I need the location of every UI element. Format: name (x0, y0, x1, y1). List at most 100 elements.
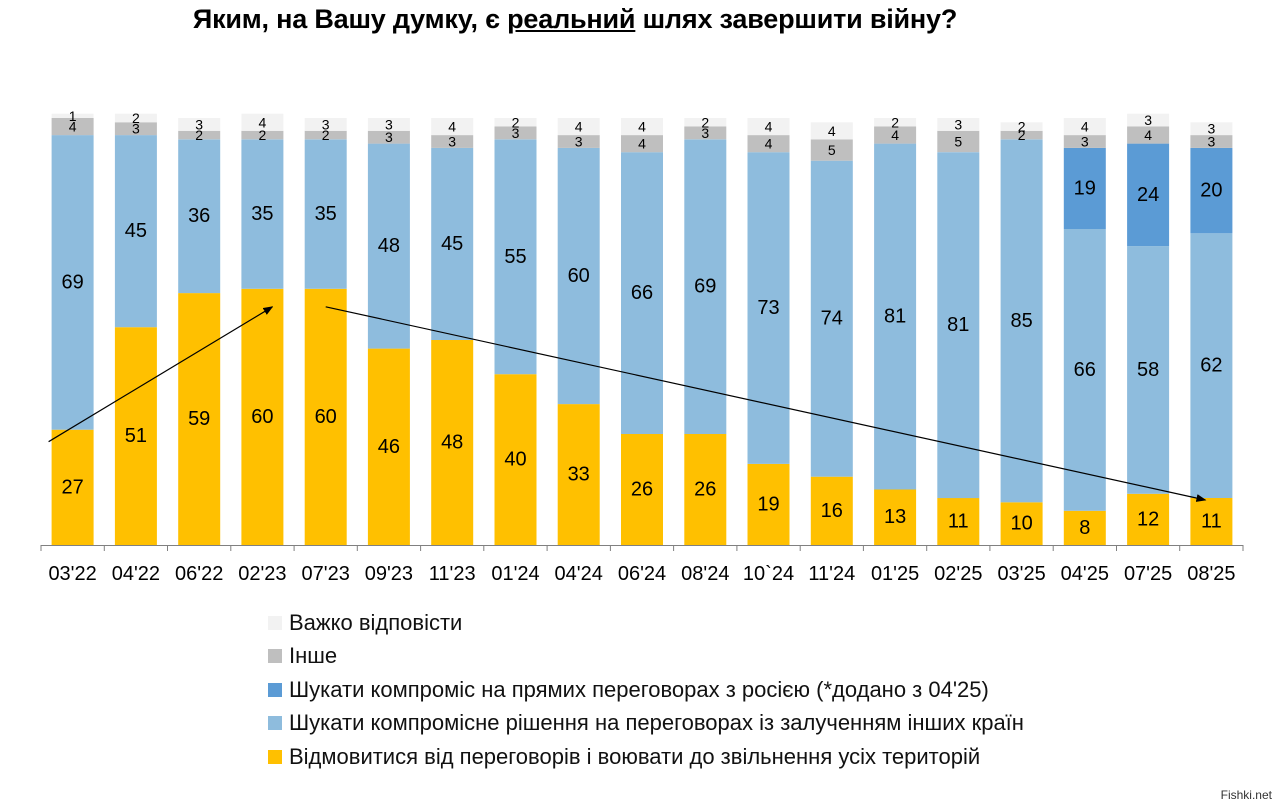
bar-other-9 (621, 135, 663, 153)
value-label-other-14: 5 (954, 134, 962, 150)
bar-compromise-17 (1127, 246, 1170, 494)
x-tick-label-18: 08'25 (1187, 563, 1235, 585)
bar-compromise-9 (621, 152, 663, 434)
bar-hard-8 (557, 118, 600, 136)
value-label-hard-7: 2 (512, 114, 520, 130)
legend-label-other: Інше (289, 643, 338, 669)
bar-compromise-3 (241, 139, 284, 289)
bar-hard-16 (1063, 118, 1106, 136)
trend-arrow-2 (325, 306, 1207, 502)
bar-fight-0 (51, 429, 94, 545)
bar-hard-13 (874, 118, 917, 127)
value-label-fight-7: 40 (504, 449, 526, 471)
value-label-hard-6: 4 (448, 119, 456, 135)
x-tick-label-11: 10`24 (743, 563, 794, 585)
bar-fight-18 (1190, 498, 1233, 545)
bar-fight-17 (1127, 493, 1170, 545)
value-label-direct-18: 20 (1200, 180, 1222, 202)
value-label-hard-17: 3 (1144, 112, 1152, 128)
bar-compromise-8 (557, 147, 600, 405)
watermark: Fishki.net (1220, 788, 1272, 802)
x-tick-label-8: 04'24 (555, 563, 603, 585)
bar-fight-7 (494, 374, 537, 545)
value-label-other-0: 4 (69, 119, 77, 135)
value-label-hard-12: 4 (828, 123, 836, 139)
value-label-fight-10: 26 (694, 479, 716, 501)
bar-other-5 (367, 130, 410, 144)
legend-label-direct: Шукати компроміс на прямих переговорах з… (289, 676, 989, 702)
value-label-hard-5: 3 (385, 116, 393, 132)
legend-swatch-hard (268, 615, 282, 630)
trend-arrow-1 (48, 306, 274, 443)
value-label-direct-16: 19 (1074, 178, 1096, 200)
value-label-compromise-7: 55 (504, 246, 526, 268)
value-label-fight-15: 10 (1010, 513, 1032, 535)
stacked-bar-chart: 2769415145325936236035246035234648334845… (40, 108, 1244, 585)
x-tick-label-10: 08'24 (681, 563, 729, 585)
bar-direct-16 (1063, 147, 1106, 229)
value-label-fight-9: 26 (631, 479, 653, 501)
value-label-other-16: 3 (1081, 134, 1089, 150)
bar-other-3 (241, 130, 284, 140)
bar-other-2 (178, 130, 221, 140)
bar-hard-10 (684, 118, 727, 127)
value-label-hard-2: 3 (195, 116, 203, 132)
title-highlight: реальний (507, 4, 636, 34)
value-label-other-6: 3 (448, 134, 456, 150)
value-label-fight-1: 51 (125, 425, 147, 447)
legend-item-compromise: Шукати компромісне рішення на переговора… (268, 707, 1024, 741)
bar-other-17 (1127, 126, 1170, 144)
x-tick-label-0: 03'22 (48, 563, 96, 585)
value-label-hard-15: 2 (1018, 119, 1026, 135)
value-label-hard-10: 2 (701, 114, 709, 130)
bar-other-10 (684, 126, 727, 140)
value-label-other-9: 4 (638, 136, 646, 152)
bar-fight-10 (684, 434, 727, 545)
value-label-other-13: 4 (891, 127, 899, 143)
x-tick-label-12: 11'24 (808, 563, 855, 585)
value-label-fight-16: 8 (1079, 517, 1090, 539)
value-label-compromise-14: 81 (947, 314, 969, 336)
value-label-fight-3: 60 (251, 406, 273, 428)
bar-fight-8 (557, 404, 600, 545)
bar-fight-14 (937, 498, 980, 545)
bar-direct-18 (1190, 147, 1233, 234)
bar-hard-18 (1190, 122, 1233, 136)
value-label-compromise-15: 85 (1010, 310, 1032, 332)
bar-compromise-15 (1000, 139, 1043, 503)
value-label-other-3: 2 (259, 127, 267, 143)
bar-hard-7 (494, 118, 537, 127)
bar-hard-12 (810, 122, 853, 140)
bar-fight-1 (114, 327, 157, 545)
value-label-compromise-8: 60 (568, 265, 590, 287)
value-label-other-5: 3 (385, 129, 393, 145)
x-tick-label-9: 06'24 (618, 563, 666, 585)
x-tick-label-17: 07'25 (1124, 563, 1172, 585)
value-label-fight-2: 59 (188, 408, 210, 430)
value-label-other-1: 3 (132, 121, 140, 137)
bar-other-1 (114, 122, 157, 136)
legend-swatch-direct (268, 682, 282, 697)
value-label-compromise-6: 45 (441, 233, 463, 255)
bar-other-12 (810, 139, 853, 161)
value-label-fight-14: 11 (948, 511, 969, 533)
x-tick-label-3: 02'23 (238, 563, 286, 585)
value-label-compromise-9: 66 (631, 282, 653, 304)
value-label-hard-4: 3 (322, 116, 330, 132)
value-label-other-18: 3 (1208, 134, 1216, 150)
value-label-compromise-12: 74 (821, 308, 843, 330)
value-label-other-10: 3 (701, 125, 709, 141)
bar-other-18 (1190, 135, 1233, 148)
bar-other-6 (431, 135, 474, 148)
bar-compromise-11 (747, 152, 790, 464)
legend-label-hard: Важко відповісти (289, 609, 463, 635)
bar-fight-5 (367, 348, 410, 545)
value-label-other-12: 5 (828, 142, 836, 158)
bar-compromise-12 (810, 160, 853, 477)
bar-fight-6 (431, 340, 474, 545)
x-tick-label-15: 03'25 (997, 563, 1045, 585)
bar-other-8 (557, 135, 600, 148)
value-label-hard-1: 2 (132, 110, 140, 126)
title-part-2: шлях завершити війну? (635, 4, 958, 34)
value-label-fight-4: 60 (315, 406, 337, 428)
